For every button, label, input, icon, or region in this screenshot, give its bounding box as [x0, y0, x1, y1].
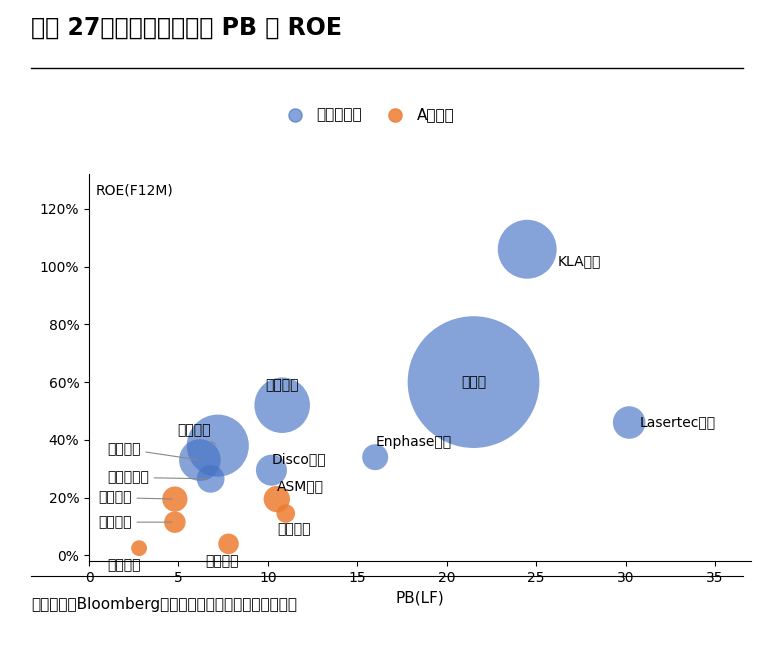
Text: 北方华创: 北方华创 — [98, 491, 172, 504]
Point — [521, 244, 533, 254]
Point — [265, 465, 278, 475]
Text: 应用材料: 应用材料 — [177, 423, 215, 444]
Text: 中微公司: 中微公司 — [98, 515, 172, 529]
Point — [271, 494, 283, 504]
Point — [467, 377, 480, 387]
X-axis label: PB(LF): PB(LF) — [396, 590, 444, 606]
Point — [133, 543, 146, 553]
Text: Disco公司: Disco公司 — [272, 452, 326, 466]
Point — [623, 417, 635, 428]
Point — [204, 473, 217, 484]
Text: 拓荆科技: 拓荆科技 — [277, 522, 310, 536]
Point — [222, 539, 235, 549]
Text: ASM公司: ASM公司 — [277, 479, 324, 493]
Text: 图表 27、半导体设备行业 PB 与 ROE: 图表 27、半导体设备行业 PB 与 ROE — [31, 16, 342, 40]
Text: 东京电子: 东京电子 — [107, 442, 197, 460]
Point — [369, 452, 382, 462]
Point — [194, 455, 206, 465]
Text: 泛林集团: 泛林集团 — [265, 378, 299, 392]
Point — [169, 517, 181, 528]
Text: 沪硅产业: 沪硅产业 — [107, 559, 140, 572]
Text: 资料来源：Bloomberg，兴业证券经济与金融研究院整理: 资料来源：Bloomberg，兴业证券经济与金融研究院整理 — [31, 597, 297, 611]
Point — [211, 441, 224, 451]
Text: 阿斯麦: 阿斯麦 — [461, 375, 486, 389]
Text: 爱德万测试: 爱德万测试 — [107, 470, 208, 484]
Point — [279, 508, 292, 519]
Text: ROE(F12M): ROE(F12M) — [96, 184, 173, 198]
Legend: 半导体设备, A股龙头: 半导体设备, A股龙头 — [273, 101, 461, 128]
Text: KLA公司: KLA公司 — [557, 253, 601, 268]
Text: 盛美上海: 盛美上海 — [205, 554, 238, 568]
Text: Lasertec公司: Lasertec公司 — [640, 415, 716, 430]
Point — [276, 400, 289, 410]
Point — [169, 494, 181, 504]
Text: Enphase能源: Enphase能源 — [375, 435, 451, 448]
